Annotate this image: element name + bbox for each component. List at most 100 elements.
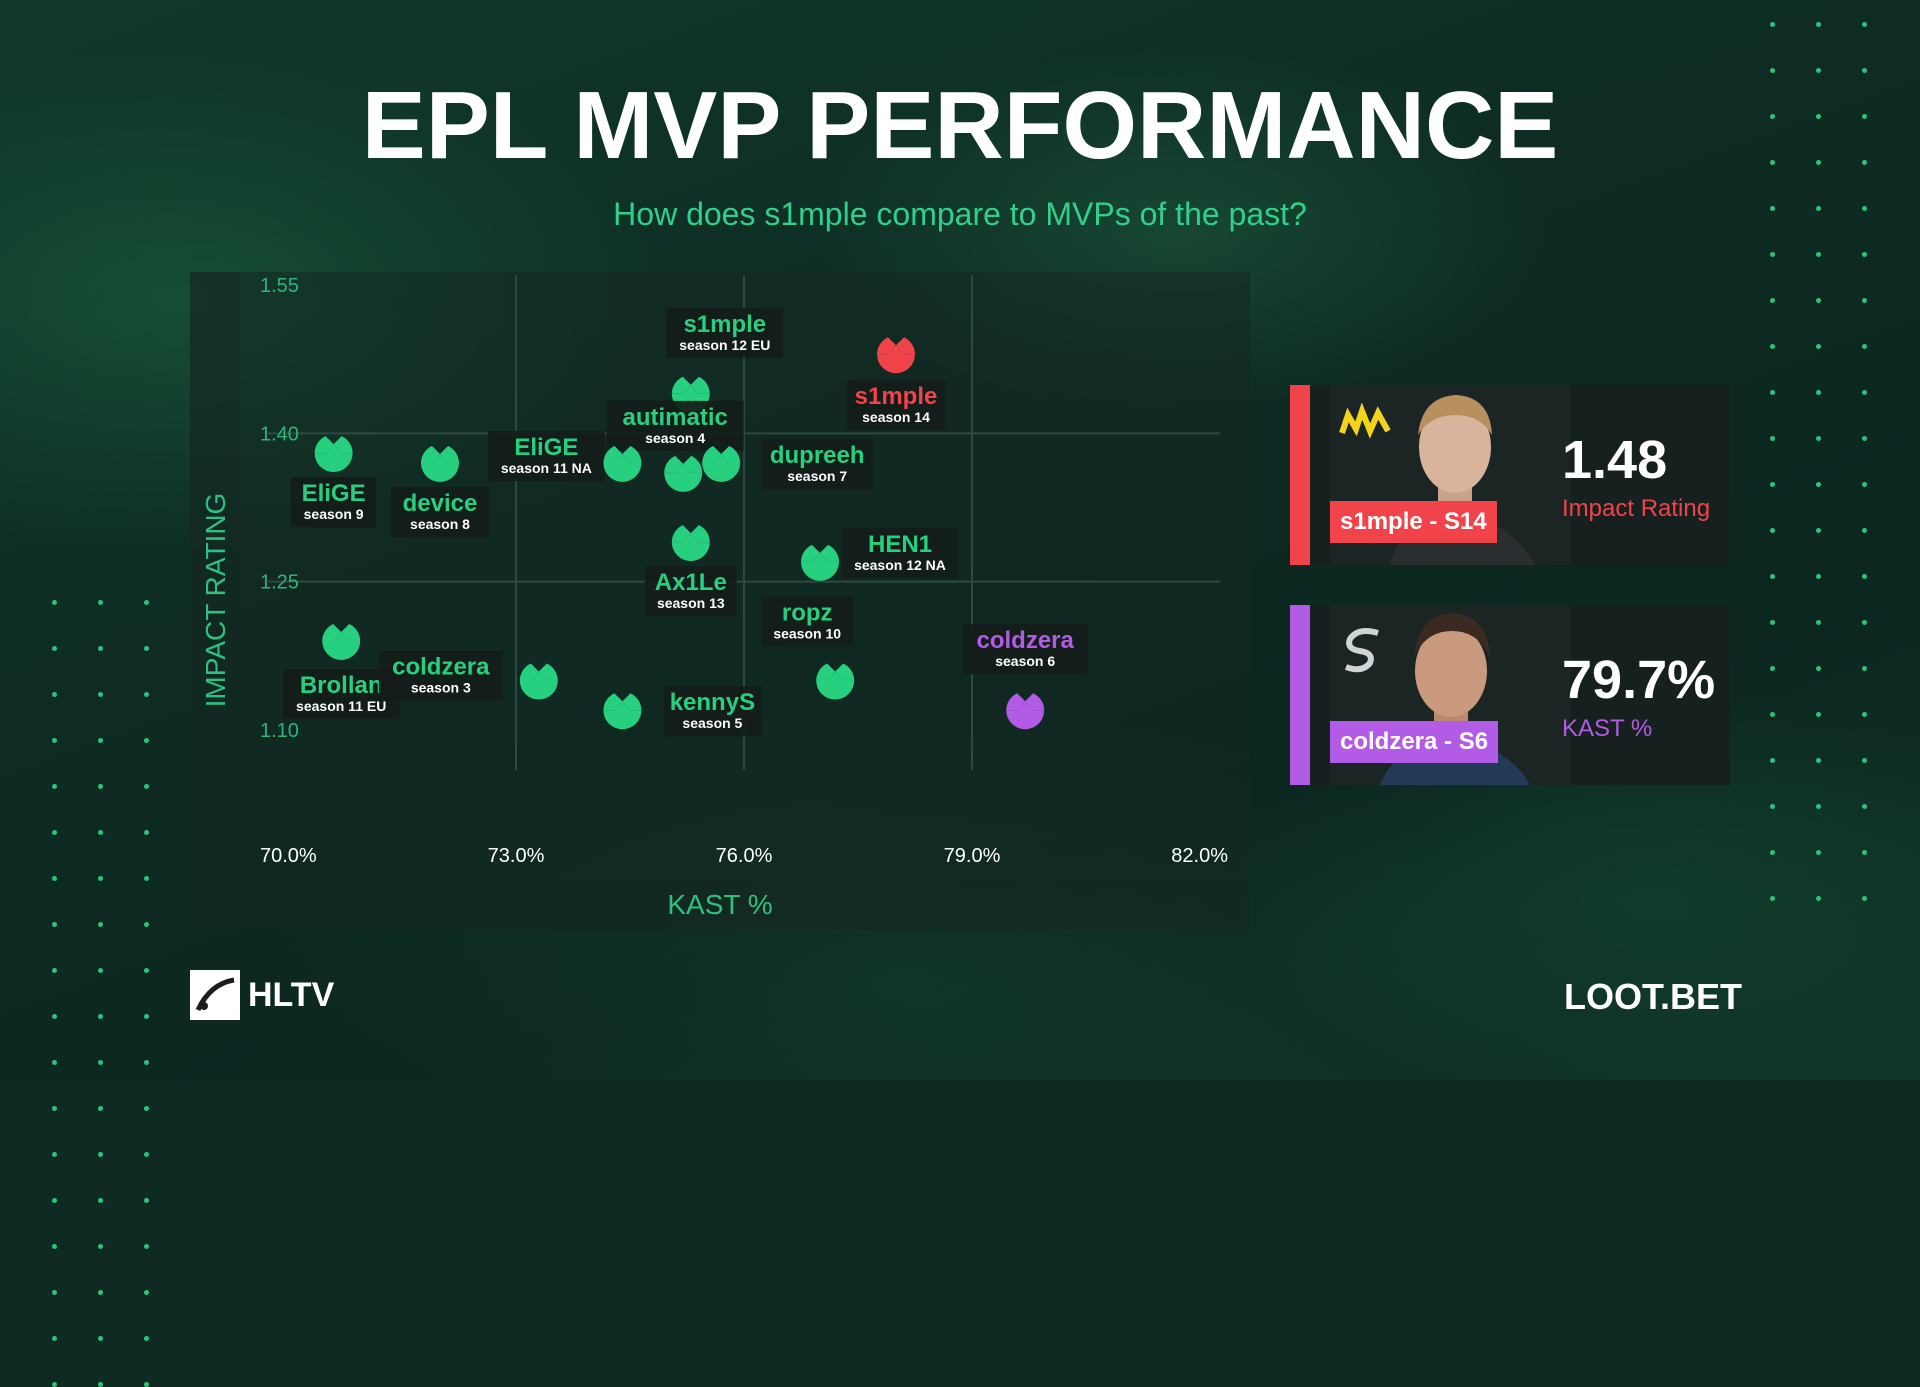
hltv-logo-text: HLTV — [248, 975, 335, 1014]
y-tick-label: 1.25 — [260, 572, 299, 594]
point-name-label: EliGE — [514, 434, 578, 461]
page-title: EPL MVP PERFORMANCE — [361, 72, 1559, 179]
y-tick-label: 1.40 — [260, 423, 299, 445]
data-point-cap — [314, 436, 334, 454]
page-subtitle: How does s1mple compare to MVPs of the p… — [613, 196, 1307, 232]
card-value: 79.7% — [1562, 650, 1716, 710]
data-point-cap — [603, 446, 623, 463]
point-name-label: s1mple — [855, 383, 938, 410]
data-point-cap — [519, 663, 539, 681]
data-point-cap — [801, 544, 820, 562]
point-season-label: season 12 EU — [679, 337, 770, 353]
point-season-label: season 6 — [995, 653, 1055, 669]
data-point-cap — [622, 693, 642, 711]
data-point-cap — [683, 455, 703, 473]
data-point-cap — [664, 455, 684, 473]
x-axis-title: KAST % — [667, 889, 773, 920]
point-label-box — [847, 380, 945, 431]
hltv-logo-mark — [190, 970, 240, 1020]
data-point — [816, 671, 855, 700]
point-season-label: season 12 NA — [854, 557, 946, 573]
data-point-cap — [820, 544, 839, 562]
point-name-label: coldzera — [977, 627, 1075, 654]
player-tag: coldzera - S6 — [1330, 721, 1499, 763]
data-point — [519, 671, 558, 700]
data-point — [314, 444, 353, 473]
data-point-cap — [538, 663, 558, 681]
data-point — [664, 463, 703, 492]
point-season-label: season 5 — [682, 715, 742, 731]
data-point-cap — [322, 624, 342, 641]
data-point-cap — [440, 446, 459, 463]
data-point — [671, 533, 710, 562]
point-label-box — [291, 477, 377, 528]
point-label-box — [644, 566, 737, 617]
data-point-cap — [333, 436, 353, 454]
data-point — [877, 345, 915, 374]
point-name-label: s1mple — [683, 311, 766, 338]
x-tick-label: 82.0% — [1171, 845, 1228, 867]
x-tick-label: 73.0% — [488, 845, 545, 867]
point-label-box — [841, 527, 959, 578]
point-season-label: season 3 — [411, 680, 471, 696]
x-tick-label: 70.0% — [260, 845, 317, 867]
data-point-cap — [702, 446, 722, 463]
card-accent-bar — [1290, 605, 1310, 785]
data-point — [322, 632, 361, 660]
data-point — [801, 552, 839, 581]
data-point-cap — [671, 525, 691, 543]
point-name-label: EliGE — [302, 480, 366, 507]
point-season-label: season 11 EU — [296, 698, 386, 714]
point-label-box — [488, 431, 605, 481]
data-point-cap — [721, 446, 741, 463]
data-point-cap — [816, 663, 836, 681]
point-name-label: dupreeh — [770, 442, 865, 469]
card-label: KAST % — [1562, 715, 1653, 742]
point-name-label: coldzera — [392, 654, 490, 681]
point-label-box — [606, 400, 744, 451]
data-point-cap — [1025, 693, 1045, 711]
highlight-card-s1mple: s1mple - S14 1.48 Impact Rating — [1290, 385, 1730, 565]
data-point-cap — [671, 376, 691, 394]
card-value: 1.48 — [1562, 430, 1668, 490]
card-accent-bar — [1290, 385, 1310, 565]
data-point-cap — [341, 624, 361, 641]
data-point-cap — [1006, 693, 1026, 711]
y-tick-label: 1.10 — [260, 720, 299, 742]
x-axis-band — [240, 880, 1250, 930]
data-point-cap — [896, 337, 915, 355]
data-point — [603, 454, 642, 482]
point-name-label: kennyS — [670, 689, 755, 716]
point-label-box — [761, 596, 854, 647]
x-tick-label: 76.0% — [716, 845, 773, 867]
point-season-label: season 4 — [645, 430, 705, 446]
data-point-cap — [622, 446, 642, 463]
hltv-logo: HLTV — [190, 970, 334, 1020]
card-label: Impact Rating — [1562, 495, 1711, 522]
data-point-cap — [690, 525, 710, 543]
point-name-label: autimatic — [623, 404, 728, 431]
point-season-label: season 14 — [862, 409, 930, 425]
point-season-label: season 13 — [657, 595, 725, 611]
point-name-label: Brollan — [300, 672, 383, 699]
y-tick-label: 1.55 — [260, 275, 299, 297]
y-axis-band — [190, 272, 240, 882]
point-label-box — [963, 624, 1088, 675]
point-label-box — [666, 307, 783, 358]
data-point — [603, 701, 642, 730]
data-point-cap — [421, 446, 440, 463]
highlight-card-coldzera: coldzera - S6 79.7% KAST % — [1290, 605, 1730, 785]
point-season-label: season 9 — [304, 506, 364, 522]
sk-team-logo — [1338, 623, 1392, 680]
x-tick-label: 79.0% — [944, 845, 1001, 867]
data-point — [702, 454, 741, 482]
point-season-label: season 7 — [787, 468, 847, 484]
point-label-box — [378, 650, 503, 701]
point-name-label: Ax1Le — [655, 569, 727, 596]
data-point-cap — [835, 663, 855, 681]
point-label-box — [761, 439, 873, 489]
lootbet-logo: LOOT.BET — [1564, 976, 1742, 1017]
point-season-label: season 8 — [410, 516, 470, 532]
scatter-plot: 1.55 1.40 1.25 1.10 70.0% 73.0% 76.0% 79.0% 82.0… — [260, 275, 1228, 867]
data-point-cap — [877, 337, 896, 355]
